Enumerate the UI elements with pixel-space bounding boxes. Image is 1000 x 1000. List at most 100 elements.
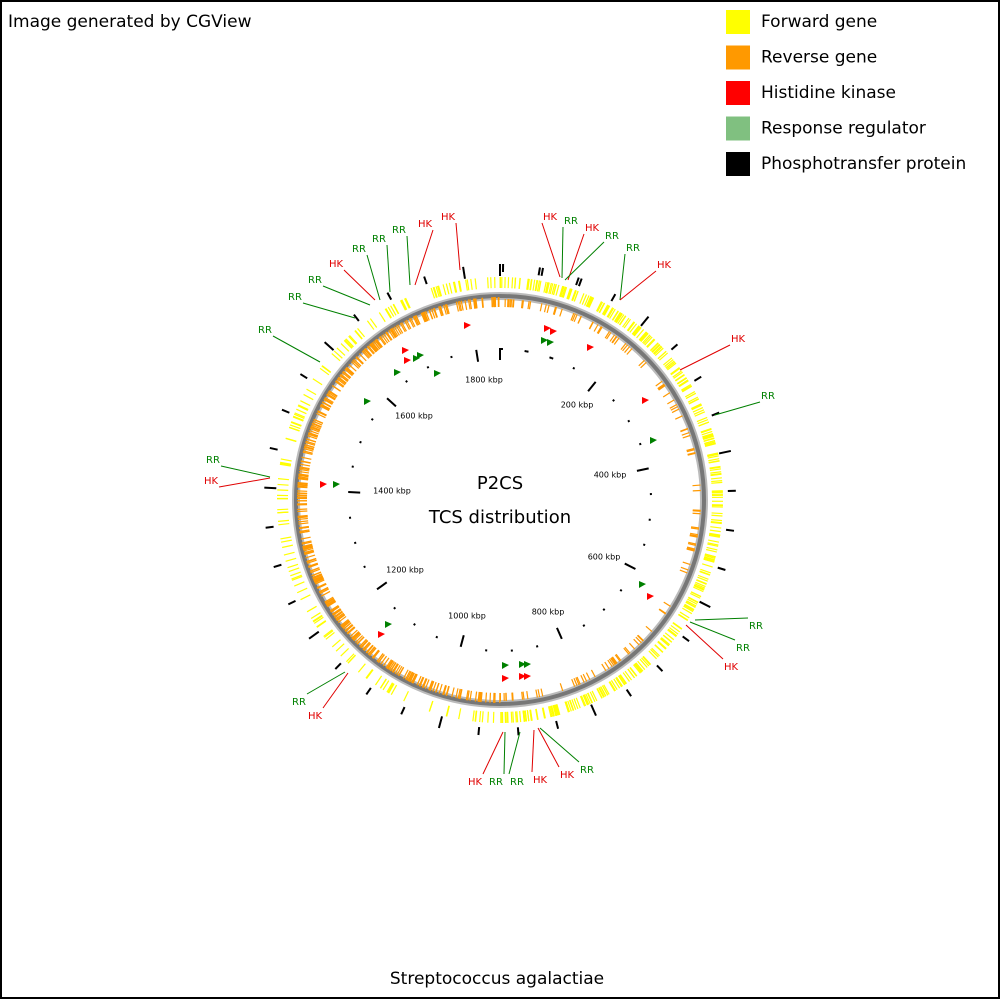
forward-gene [549, 705, 553, 717]
forward-gene [640, 333, 649, 343]
forward-gene [694, 583, 706, 589]
reverse-gene [312, 573, 322, 579]
reverse-gene [458, 300, 463, 312]
reverse-gene [358, 353, 367, 362]
forward-gene [474, 710, 477, 722]
inner-tick [459, 634, 465, 648]
reverse-gene [604, 331, 611, 339]
reverse-gene [363, 348, 372, 357]
forward-gene [487, 277, 489, 289]
reverse-gene [377, 654, 385, 663]
reverse-gene [309, 427, 320, 433]
forward-gene [660, 637, 671, 646]
forward-gene [403, 690, 409, 702]
header-title: Image generated by CGView [8, 12, 252, 32]
reverse-gene [626, 348, 633, 355]
forward-gene [710, 526, 722, 529]
forward-gene [711, 481, 723, 484]
forward-gene [452, 281, 457, 293]
forward-gene [430, 287, 436, 299]
reverse-gene [370, 343, 378, 352]
reverse-gene [375, 338, 383, 348]
reverse-gene [301, 456, 312, 460]
forward-gene [580, 695, 587, 707]
forward-gene [280, 539, 292, 543]
feature-label: HK [204, 476, 219, 487]
forward-gene [300, 594, 311, 601]
feature-leader [694, 617, 749, 621]
reverse-gene [397, 324, 404, 334]
reverse-gene [325, 598, 335, 605]
forward-gene [519, 711, 522, 723]
reverse-gene [326, 393, 336, 400]
reverse-gene [580, 674, 585, 683]
outer-tick [423, 276, 428, 285]
reverse-gene [341, 621, 351, 629]
forward-gene [543, 281, 547, 293]
outer-tick [334, 662, 342, 670]
reverse-gene [335, 379, 345, 387]
reverse-gene [298, 474, 309, 478]
forward-gene [659, 638, 670, 647]
forward-gene [711, 512, 723, 515]
outer-tick [670, 343, 679, 351]
reverse-gene [302, 543, 313, 548]
reverse-gene [428, 680, 434, 691]
forward-gene [432, 287, 438, 298]
reverse-gene [422, 678, 428, 689]
forward-gene [277, 478, 290, 481]
forward-gene [643, 335, 652, 345]
forward-gene [575, 697, 581, 709]
reverse-gene [333, 610, 343, 618]
forward-gene [571, 699, 577, 710]
reverse-gene [353, 358, 362, 367]
forward-gene [703, 556, 715, 562]
center-subtitle: TCS distribution [428, 507, 571, 528]
inner-tick [549, 356, 552, 359]
forward-gene [673, 371, 684, 379]
forward-gene [598, 687, 605, 698]
inner-tick [642, 543, 646, 547]
feature-leader [541, 222, 561, 278]
forward-gene [711, 480, 723, 483]
reverse-gene [387, 660, 394, 670]
feature-label: RR [258, 325, 272, 336]
forward-gene [526, 710, 530, 722]
forward-gene [277, 489, 289, 491]
reverse-gene [404, 320, 410, 330]
feature-label: RR [736, 643, 750, 654]
legend-swatch [726, 45, 750, 70]
forward-gene [623, 318, 632, 329]
forward-gene [672, 370, 683, 378]
feature-leader [322, 285, 371, 306]
reverse-gene [658, 608, 667, 614]
forward-gene [579, 695, 586, 707]
reverse-gene [299, 529, 310, 533]
reverse-gene [340, 619, 350, 628]
forward-gene [290, 571, 301, 577]
tcs-marker [519, 673, 526, 680]
outer-tick [682, 635, 690, 643]
forward-gene [688, 596, 699, 603]
forward-gene [691, 404, 703, 411]
reverse-gene [432, 307, 438, 318]
tcs-marker [364, 398, 371, 405]
feature-label: RR [580, 765, 594, 776]
tcs-marker [320, 481, 327, 488]
forward-gene [544, 282, 549, 294]
reverse-gene [381, 334, 389, 344]
forward-gene [619, 674, 628, 684]
forward-gene [535, 708, 539, 720]
forward-gene [624, 670, 633, 681]
reverse-gene [611, 335, 617, 344]
inner-tick [435, 635, 439, 639]
reverse-gene [402, 669, 409, 679]
reverse-gene [404, 670, 411, 680]
inner-tick [612, 399, 615, 402]
outer-tick [656, 664, 664, 672]
forward-gene [293, 415, 304, 421]
forward-gene [603, 305, 610, 316]
reverse-gene [365, 644, 374, 654]
forward-gene [345, 338, 354, 348]
reverse-gene [319, 588, 330, 595]
